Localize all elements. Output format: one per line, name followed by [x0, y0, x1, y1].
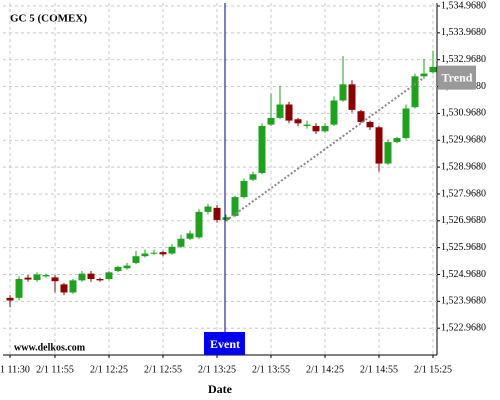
candle-body — [330, 100, 338, 125]
candle-body — [132, 256, 140, 263]
candle-body — [186, 233, 194, 239]
candle-body — [357, 111, 365, 122]
x-tick-label: 1 11:30 — [0, 364, 30, 375]
candle-body — [114, 266, 122, 271]
candle-body — [348, 84, 356, 110]
trend-label-box — [438, 65, 476, 90]
trend-line — [225, 76, 425, 222]
candle-body — [276, 104, 284, 118]
candle-body — [177, 238, 185, 247]
x-tick-label: 2/1 12:55 — [144, 364, 182, 375]
candle-body — [204, 206, 212, 212]
candle-body — [33, 274, 41, 281]
y-tick-label: 1,530.9680 — [441, 108, 486, 119]
candle-body — [321, 125, 329, 132]
candle-body — [384, 142, 392, 164]
candle-body — [339, 84, 347, 101]
candle-body — [141, 253, 149, 257]
candle-body — [240, 181, 248, 198]
x-tick-label: 2/1 11:55 — [36, 364, 74, 375]
trend-label: Trend — [442, 70, 473, 84]
x-tick-label: 2/1 14:55 — [360, 364, 398, 375]
x-tick-label: 2/1 12:25 — [90, 364, 128, 375]
chart-title: GC 5 (COMEX) — [10, 13, 87, 25]
watermark: www.delkos.com — [14, 342, 86, 353]
y-tick-label: 1,534.9680 — [441, 0, 486, 11]
y-tick-label: 1,523.9680 — [441, 296, 486, 307]
candle-body — [168, 246, 176, 254]
y-tick-label: 1,533.9680 — [441, 27, 486, 38]
x-tick-label: 2/1 13:55 — [252, 364, 290, 375]
y-tick-label: 1,532.9680 — [441, 54, 486, 65]
candle-body — [159, 252, 167, 255]
candle-body — [96, 279, 104, 281]
y-tick-label: 1,524.9680 — [441, 269, 486, 280]
y-tick-label: 1,529.9680 — [441, 135, 486, 146]
candle-body — [24, 277, 32, 280]
candle-body — [375, 127, 383, 164]
candle-body — [69, 280, 77, 293]
candle-body — [366, 121, 374, 128]
candle-body — [105, 272, 113, 280]
candle-body — [6, 297, 14, 301]
candle-body — [150, 252, 158, 254]
y-tick-label: 1,527.9680 — [441, 188, 486, 199]
candle-body — [87, 273, 95, 280]
candle-body — [303, 124, 311, 126]
candle-body — [402, 108, 410, 139]
event-box — [204, 332, 245, 355]
candle-body — [267, 117, 275, 125]
candle-body — [420, 73, 428, 77]
y-tick-label: 1,522.9680 — [441, 323, 486, 334]
event-label: Event — [210, 337, 240, 351]
x-tick-label: 2/1 15:25 — [414, 364, 452, 375]
candle-body — [411, 76, 419, 108]
candle-body — [393, 138, 401, 143]
candle-body — [429, 66, 437, 73]
candle-body — [195, 211, 203, 238]
candle-body — [15, 279, 23, 298]
x-axis-label: Date — [208, 382, 233, 396]
candle-body — [78, 273, 86, 281]
candle-body — [213, 207, 221, 220]
candle-body — [42, 274, 50, 277]
candle-body — [123, 265, 131, 269]
y-tick-label: 1,526.9680 — [441, 215, 486, 226]
x-tick-label: 2/1 13:25 — [198, 364, 236, 375]
y-tick-label: 1,525.9680 — [441, 242, 486, 253]
x-tick-label: 2/1 14:25 — [306, 364, 344, 375]
candle-body — [312, 125, 320, 132]
candle-body — [231, 197, 239, 216]
y-tick-label: 1,528.9680 — [441, 161, 486, 172]
candle-body — [285, 104, 293, 121]
candle-body — [222, 217, 230, 220]
candle-body — [258, 125, 266, 173]
candle-body — [60, 284, 68, 293]
candle-body — [294, 119, 302, 124]
candle-body — [249, 174, 257, 180]
candle-body — [51, 277, 59, 282]
